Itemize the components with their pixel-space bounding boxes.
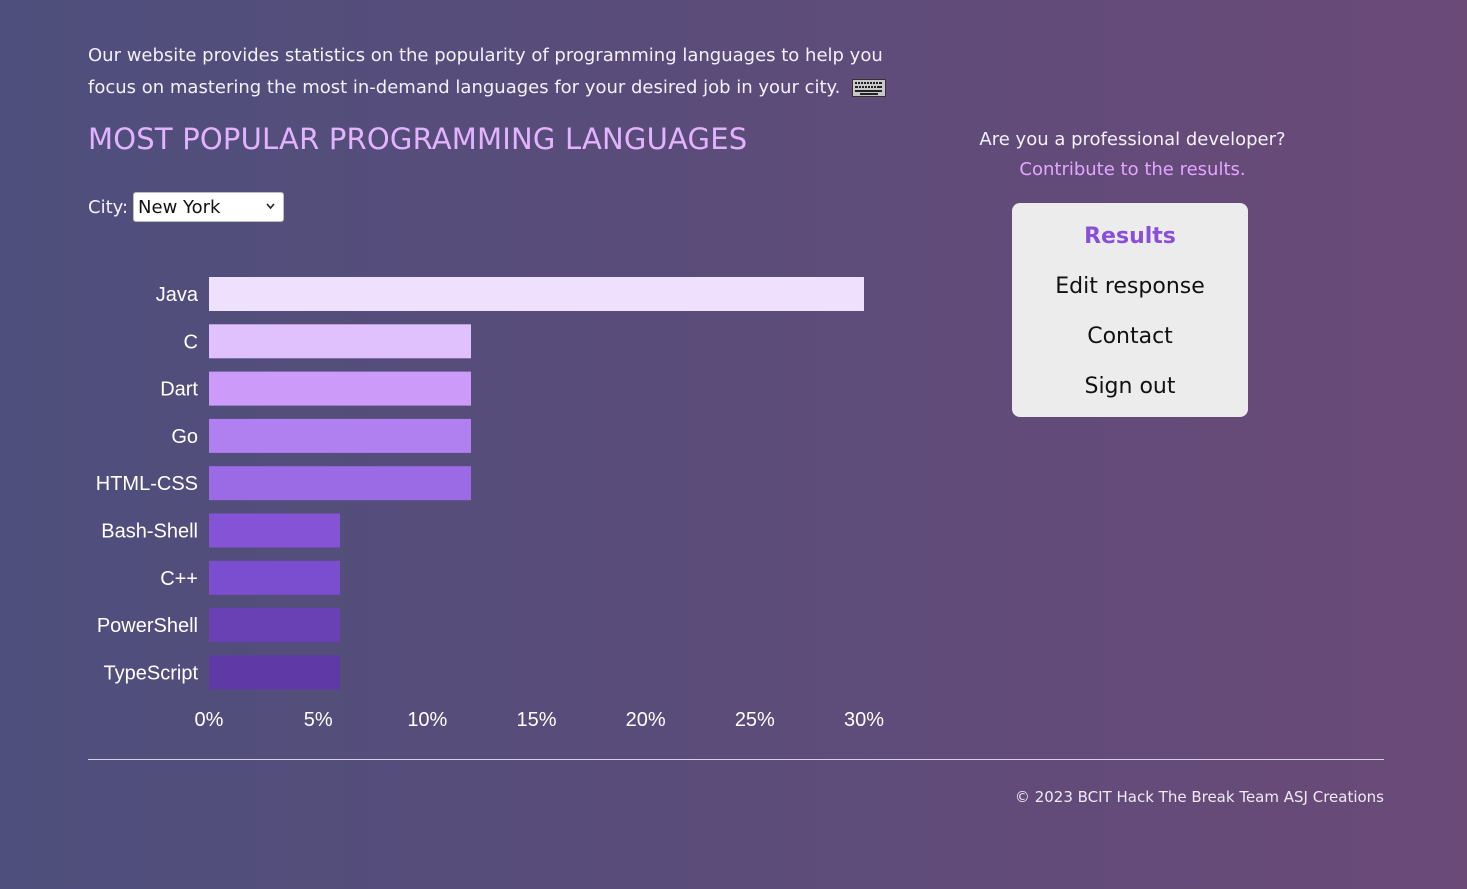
- intro-paragraph: Our website provides statistics on the p…: [88, 45, 883, 98]
- x-tick-label: 20%: [626, 709, 666, 731]
- menu-item-sign-out[interactable]: Sign out: [1084, 374, 1176, 399]
- category-label: TypeScript: [104, 662, 199, 684]
- menu-item-results[interactable]: Results: [1084, 224, 1176, 249]
- contribute-panel: Are you a professional developer? Contri…: [960, 125, 1305, 185]
- bar-bash-shell: [209, 513, 340, 548]
- category-label: C: [184, 331, 198, 353]
- city-select[interactable]: New York: [133, 192, 285, 222]
- category-label: Dart: [160, 379, 198, 401]
- bar-dart: [209, 371, 471, 406]
- menu-item-edit-response[interactable]: Edit response: [1055, 274, 1205, 299]
- category-label: HTML-CSS: [96, 473, 198, 495]
- city-select-value: New York: [138, 196, 221, 218]
- category-label: Bash-Shell: [101, 521, 198, 543]
- category-label: Java: [156, 284, 199, 306]
- category-label: C++: [160, 568, 198, 590]
- bar-html-css: [209, 466, 471, 501]
- category-label: Go: [171, 426, 198, 448]
- city-filter: City: New York: [88, 192, 285, 222]
- keyboard-icon: [852, 79, 887, 97]
- category-label: PowerShell: [97, 615, 198, 637]
- bar-c-: [209, 560, 340, 595]
- nav-menu: Results Edit response Contact Sign out: [1012, 203, 1248, 417]
- bar-java: [209, 277, 864, 311]
- x-tick-label: 25%: [735, 709, 775, 731]
- x-tick-label: 5%: [304, 709, 333, 731]
- developer-question: Are you a professional developer?: [979, 129, 1286, 150]
- x-tick-label: 15%: [516, 709, 556, 731]
- footer-copyright: © 2023 BCIT Hack The Break Team ASJ Crea…: [1014, 788, 1384, 806]
- x-tick-label: 30%: [844, 709, 884, 731]
- footer-divider: [88, 759, 1384, 760]
- bar-typescript: [209, 655, 340, 690]
- city-label: City:: [88, 196, 129, 218]
- contribute-link[interactable]: Contribute to the results.: [1019, 159, 1246, 180]
- menu-item-contact[interactable]: Contact: [1087, 324, 1173, 349]
- page-title: MOST POPULAR PROGRAMMING LANGUAGES: [88, 122, 748, 156]
- intro-text: Our website provides statistics on the p…: [88, 40, 888, 104]
- x-tick-label: 0%: [195, 709, 224, 731]
- bar-c: [209, 324, 471, 359]
- bar-powershell: [209, 608, 340, 643]
- language-popularity-chart: Java C Dart Go HTML-CSS Bash-Shell C++ PowerShe…: [96, 277, 884, 731]
- chevron-down-icon: [266, 203, 275, 210]
- bar-go: [209, 418, 471, 453]
- x-tick-label: 10%: [407, 709, 447, 731]
